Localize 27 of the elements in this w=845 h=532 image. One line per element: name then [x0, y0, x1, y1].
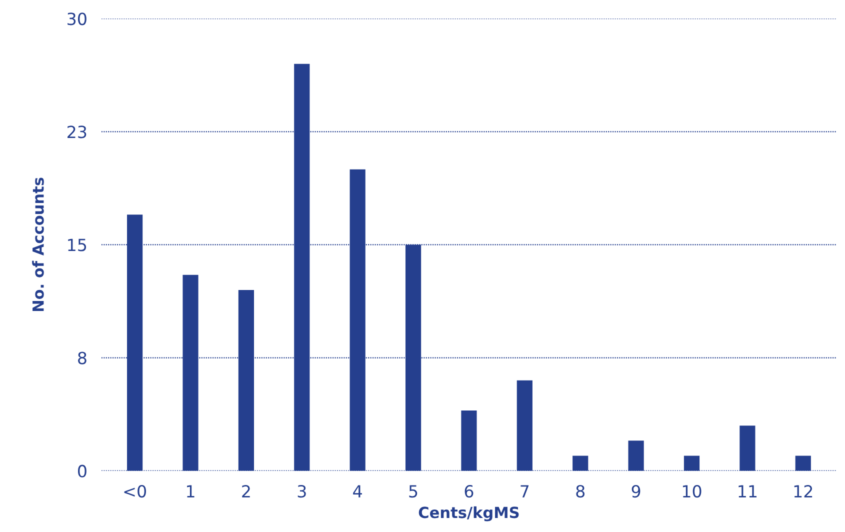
y-axis-title: No. of Accounts — [32, 178, 44, 312]
x-tick-label: 2 — [242, 485, 250, 498]
x-tick-label: 8 — [576, 485, 585, 498]
x-tick-label: 11 — [738, 485, 757, 498]
x-tick-label: 5 — [409, 485, 418, 498]
x-axis-title: Cents/kgMS — [418, 506, 519, 522]
y-tick-label: 8 — [78, 352, 86, 364]
x-tick-label: 10 — [682, 485, 702, 498]
bar — [795, 456, 811, 471]
x-tick-label: 12 — [794, 485, 812, 498]
bar — [516, 380, 532, 471]
y-tick-label: 23 — [68, 126, 86, 138]
x-tick-label: <0 — [124, 485, 146, 498]
x-tick-label: 9 — [632, 485, 640, 498]
x-tick-label: 3 — [298, 485, 306, 498]
bar — [628, 440, 644, 471]
y-tick-label: 30 — [68, 12, 86, 26]
bar — [740, 426, 756, 471]
x-tick-label: 6 — [464, 485, 474, 498]
y-tick-label: 15 — [68, 238, 86, 252]
bar — [461, 410, 477, 471]
y-tick-label: 0 — [78, 464, 86, 478]
bar — [572, 456, 588, 471]
x-tick-label: 1 — [187, 485, 194, 498]
bar — [684, 456, 700, 471]
x-tick-label: 7 — [520, 485, 529, 498]
x-tick-label: 4 — [353, 485, 362, 498]
